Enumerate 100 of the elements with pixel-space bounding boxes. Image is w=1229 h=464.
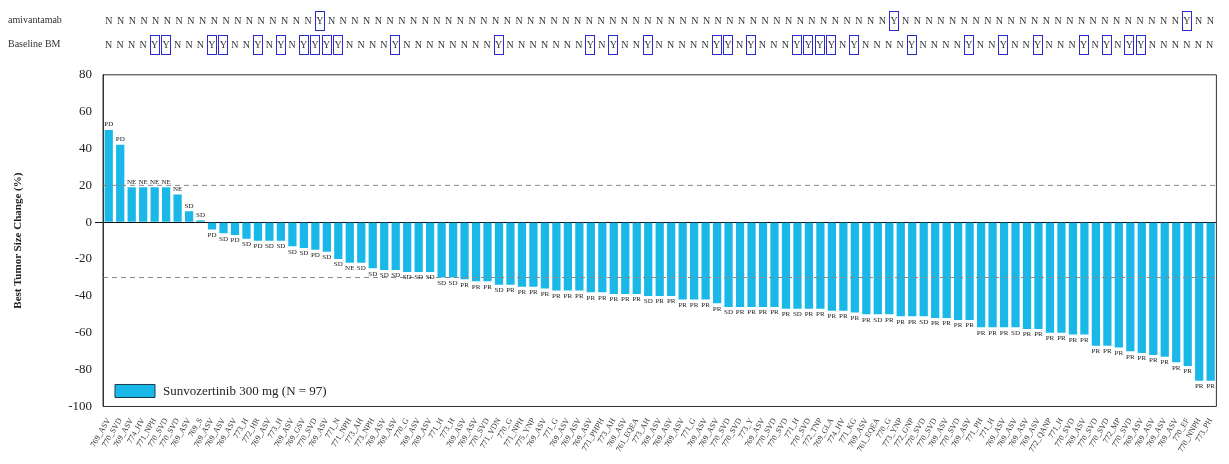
bar: [426, 222, 435, 272]
bar: [242, 222, 251, 239]
bar: [1126, 222, 1135, 352]
bar: [207, 222, 217, 230]
bar: [999, 222, 1009, 328]
text: amivantamab: [8, 14, 62, 25]
bar: [690, 222, 699, 300]
bar: [839, 222, 848, 311]
bar: [609, 222, 618, 295]
text: Baseline BM: [8, 38, 61, 49]
bar: [712, 222, 722, 304]
bar: [391, 222, 400, 271]
bar: [1137, 222, 1146, 354]
bar: [448, 222, 458, 278]
bar: [885, 222, 894, 315]
bar: [322, 222, 331, 252]
bar: [517, 222, 527, 287]
bar: [873, 222, 882, 315]
bar: [770, 222, 779, 307]
bar: [988, 222, 997, 328]
bar: [1057, 222, 1066, 333]
bar: [598, 222, 607, 293]
y-tick-label: 40: [79, 139, 92, 155]
bar: [758, 222, 768, 307]
bar: [563, 222, 573, 291]
bar: [586, 222, 595, 293]
bar: [552, 222, 561, 291]
y-tick-label: -100: [68, 397, 92, 413]
bar: [678, 222, 687, 300]
bar: [357, 222, 366, 263]
bar: [483, 222, 492, 282]
y-tick-label: -60: [74, 324, 92, 340]
bar: [104, 130, 113, 222]
bar: [781, 222, 791, 309]
bar: [1091, 222, 1101, 346]
y-tick-label: -40: [74, 287, 92, 303]
bar: [816, 222, 825, 309]
bar: [139, 187, 148, 222]
bar: [954, 222, 963, 320]
bar: [850, 222, 859, 313]
bar: [162, 187, 171, 222]
y-tick-label: -20: [74, 250, 92, 266]
bar: [311, 222, 320, 250]
y-tick-label: 80: [79, 66, 92, 82]
bar: [919, 222, 928, 317]
bar: [1011, 222, 1020, 328]
bar: [253, 222, 263, 241]
bar: [299, 222, 308, 249]
bar: [1034, 222, 1043, 330]
bar: [1045, 222, 1055, 333]
bar: [471, 222, 481, 282]
bar: [793, 222, 802, 309]
y-tick-label: 20: [79, 176, 92, 192]
bar: [529, 222, 538, 287]
bar: [1022, 222, 1032, 330]
bar: [127, 187, 136, 222]
bar: [506, 222, 515, 285]
bar: [414, 222, 423, 272]
y-axis-title: Best Tumor Size Change (%): [11, 172, 25, 309]
bar: [219, 222, 228, 234]
bar: [804, 222, 814, 309]
bar: [1183, 222, 1192, 366]
bar: [931, 222, 940, 319]
bar: [667, 222, 676, 296]
bar: [724, 222, 733, 307]
bar: [150, 187, 159, 222]
bar: [575, 222, 584, 291]
bar: [747, 222, 756, 307]
bar: [735, 222, 745, 307]
y-tick-label: 0: [85, 213, 92, 229]
bar: [701, 222, 710, 300]
bar: [1195, 222, 1204, 381]
bar: [276, 222, 286, 241]
y-tick-label: -80: [74, 361, 92, 377]
bar: [965, 222, 974, 320]
bar: [1206, 222, 1215, 381]
bar: [896, 222, 905, 317]
bar: [288, 222, 297, 247]
bar: [437, 222, 446, 278]
bar: [655, 222, 664, 296]
bar: [1114, 222, 1123, 348]
bar: [265, 222, 274, 241]
bar: [1080, 222, 1089, 335]
bar: [540, 222, 550, 289]
bar: [976, 222, 986, 328]
bar: [862, 222, 871, 315]
bar: [116, 144, 125, 222]
bar: [632, 222, 641, 295]
y-tick-label: 60: [79, 103, 92, 119]
bar: [334, 222, 343, 260]
bar: [1103, 222, 1112, 346]
bar: [345, 222, 354, 263]
bar: [908, 222, 917, 317]
bar: [173, 194, 182, 222]
bar: [1172, 222, 1181, 363]
bar: [368, 222, 377, 269]
bar: [1068, 222, 1078, 335]
bar: [827, 222, 837, 311]
bar: [644, 222, 653, 296]
bar: [380, 222, 389, 271]
